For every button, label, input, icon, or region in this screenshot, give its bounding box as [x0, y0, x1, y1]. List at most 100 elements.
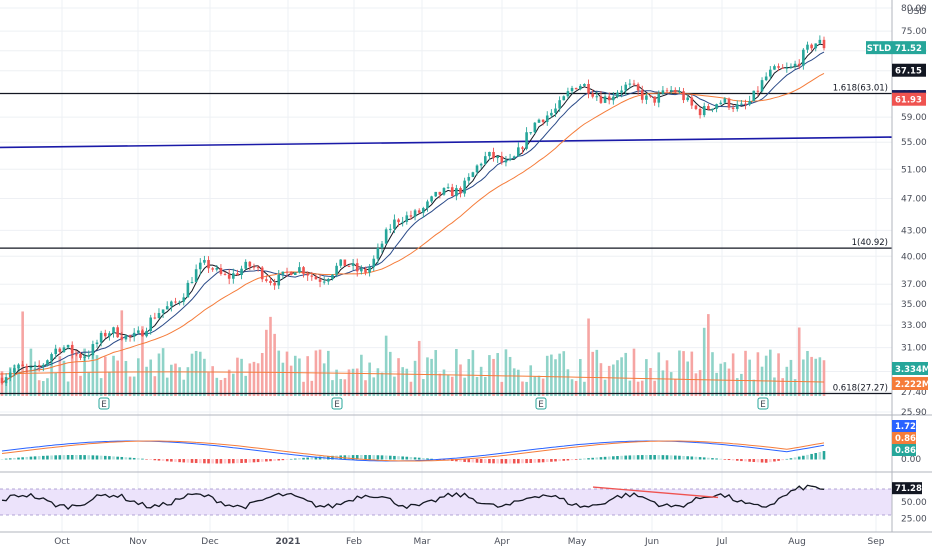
- candle-body-7: [29, 366, 33, 368]
- volume-tag-bg-1: [892, 377, 928, 390]
- level-label-1: 1(40.92): [852, 238, 888, 248]
- time-label-10: Aug: [788, 537, 806, 547]
- candle-body-112: [463, 180, 466, 194]
- macd-hist-63: [260, 459, 264, 462]
- candle-body-50: [207, 259, 210, 269]
- volume-bar-87: [360, 354, 363, 396]
- volume-bar-181: [748, 359, 751, 396]
- candle-body-194: [802, 49, 805, 66]
- macd-hist-73: [302, 457, 305, 460]
- volume-bar-178: [735, 378, 739, 396]
- volume-bar-65: [269, 316, 272, 396]
- fibonacci-levels[interactable]: 1.618(63.01) 1(40.92) 0.618(27.27): [0, 84, 892, 395]
- macd-hist-2: [8, 458, 12, 460]
- volume-bar-80: [331, 380, 334, 396]
- candle-body-25: [103, 332, 107, 337]
- macd-hist-52: [215, 459, 219, 464]
- volume-bar-9: [37, 380, 41, 396]
- volume-bar-134: [554, 359, 557, 396]
- macd-hist-29: [120, 456, 124, 460]
- candle-body-0: [0, 377, 4, 384]
- macd-hist-1: [4, 458, 8, 460]
- volume-bar-14: [58, 356, 62, 396]
- macd-hist-140: [578, 458, 582, 460]
- time-label-7: May: [568, 537, 587, 547]
- macd-pane[interactable]: 0.00: [0, 440, 922, 465]
- candle-body-185: [764, 76, 768, 81]
- candle-body-140: [578, 85, 582, 90]
- macd-hist-24: [99, 455, 103, 460]
- macd-hist-177: [731, 459, 735, 461]
- volume-bar-151: [624, 352, 628, 396]
- candle-body-100: [413, 210, 417, 217]
- volume-bar-179: [740, 373, 743, 396]
- macd-hist-193: [797, 456, 801, 460]
- price-tick-13: 33.00: [901, 321, 927, 331]
- macd-hist-103: [426, 458, 429, 460]
- macd-hist-3: [13, 457, 16, 460]
- candle-body-44: [182, 297, 186, 302]
- volume-bar-68: [281, 362, 285, 396]
- volume-bar-114: [471, 350, 475, 396]
- candle-body-117: [483, 156, 487, 164]
- candle-body-126: [521, 147, 524, 149]
- macd-hist-104: [430, 458, 433, 460]
- time-axis[interactable]: Oct Nov Dec 2021 Feb Mar Apr May Jun Jul Aug Sep: [54, 537, 885, 547]
- macd-hist-6: [25, 456, 29, 460]
- candle-body-178: [735, 104, 739, 109]
- volume-bar-139: [574, 380, 578, 396]
- volume-tag-bg-0: [892, 362, 928, 375]
- price-tick-12: 35.00: [901, 300, 927, 310]
- macd-hist-195: [806, 454, 809, 460]
- volume-bar-40: [165, 377, 169, 396]
- candle-body-153: [632, 83, 636, 85]
- macd-hist-167: [690, 456, 694, 460]
- candle-body-109: [450, 187, 454, 197]
- volume-bar-53: [219, 380, 223, 396]
- candlesticks[interactable]: [0, 35, 826, 387]
- macd-hist-72: [298, 458, 301, 460]
- macd-hist-171: [707, 457, 710, 460]
- macd-hist-138: [570, 459, 574, 461]
- candle-body-198: [818, 39, 822, 44]
- macd-hist-94: [388, 455, 392, 460]
- earnings-marker-1: [331, 397, 343, 410]
- macd-hist-149: [616, 456, 619, 460]
- macd-hist-152: [628, 455, 632, 460]
- rsi-pane[interactable]: 50.00 25.00: [0, 484, 927, 524]
- candle-body-144: [595, 96, 599, 98]
- volume-bar-120: [496, 353, 499, 396]
- macd-hist-180: [744, 459, 747, 462]
- candle-body-175: [723, 98, 727, 103]
- candle-body-134: [554, 108, 557, 113]
- rsi-tag-0: 71.28: [895, 484, 922, 494]
- volume-bar-16: [66, 381, 70, 396]
- candle-body-83: [343, 259, 347, 266]
- trendline[interactable]: [0, 136, 893, 149]
- candle-body-61: [252, 266, 256, 268]
- macd-hist-12: [50, 455, 53, 460]
- candle-body-189: [781, 67, 784, 69]
- candle-body-10: [42, 364, 45, 367]
- candle-body-55: [227, 274, 231, 279]
- volume-bar-37: [153, 376, 157, 396]
- candle-body-163: [673, 89, 677, 93]
- volume-bar-122: [504, 349, 508, 396]
- candle-body-136: [562, 96, 566, 101]
- time-label-6: Apr: [494, 537, 510, 547]
- candle-body-169: [698, 108, 702, 116]
- volume-bar-124: [512, 368, 516, 396]
- volume-bar-101: [417, 340, 421, 396]
- candle-body-63: [260, 267, 264, 280]
- volume-bar-185: [764, 355, 768, 396]
- macd-hist-196: [810, 453, 813, 460]
- macd-hist-164: [678, 455, 681, 460]
- volume-bar-177: [731, 353, 735, 396]
- macd-hist-169: [698, 457, 702, 460]
- macd-hist-125: [517, 459, 520, 464]
- macd-tag-1: 0.86: [895, 434, 916, 444]
- candle-body-79: [327, 278, 330, 282]
- candle-body-129: [533, 122, 537, 133]
